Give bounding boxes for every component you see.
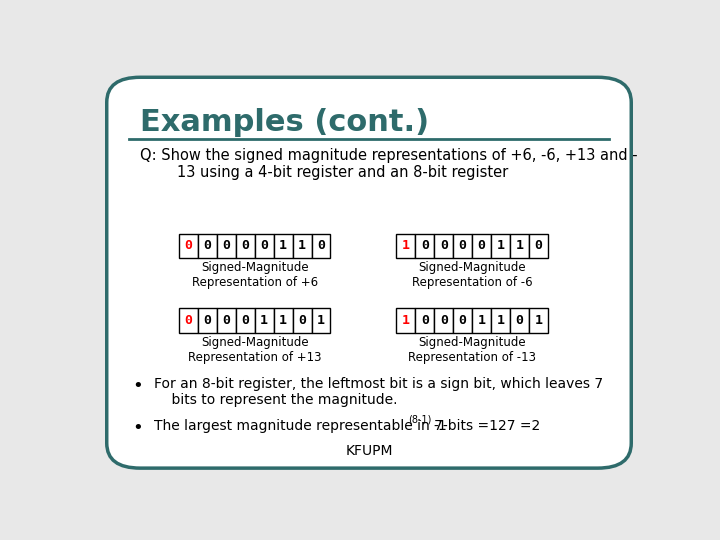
- Text: 0: 0: [440, 239, 448, 252]
- Bar: [510, 308, 529, 333]
- Text: 0: 0: [477, 239, 486, 252]
- Text: 0: 0: [260, 239, 268, 252]
- Bar: [198, 234, 217, 258]
- Bar: [415, 234, 434, 258]
- Text: 0: 0: [222, 239, 230, 252]
- Text: 0: 0: [222, 314, 230, 327]
- Bar: [529, 308, 548, 333]
- Bar: [396, 308, 415, 333]
- Bar: [179, 308, 198, 333]
- Bar: [434, 234, 454, 258]
- Text: 1: 1: [279, 239, 287, 252]
- Bar: [292, 308, 312, 333]
- Text: The largest magnitude representable in 7-bits =127 =2: The largest magnitude representable in 7…: [154, 419, 541, 433]
- Text: 1: 1: [402, 314, 410, 327]
- Text: 0: 0: [535, 239, 543, 252]
- Text: 0: 0: [241, 314, 249, 327]
- Text: 1: 1: [298, 239, 306, 252]
- Text: •: •: [132, 419, 143, 437]
- Text: 0: 0: [184, 239, 192, 252]
- Text: 0: 0: [317, 239, 325, 252]
- Bar: [491, 234, 510, 258]
- Bar: [274, 234, 292, 258]
- Text: 0: 0: [459, 239, 467, 252]
- Text: 1: 1: [260, 314, 268, 327]
- Text: 0: 0: [459, 314, 467, 327]
- Text: 0: 0: [516, 314, 523, 327]
- Bar: [217, 308, 235, 333]
- Text: 0: 0: [298, 314, 306, 327]
- Bar: [454, 308, 472, 333]
- Bar: [312, 234, 330, 258]
- Bar: [198, 308, 217, 333]
- Text: 1: 1: [497, 314, 505, 327]
- Text: Signed-Magnitude
Representation of -6: Signed-Magnitude Representation of -6: [412, 261, 533, 289]
- Bar: [491, 308, 510, 333]
- Text: Signed-Magnitude
Representation of +6: Signed-Magnitude Representation of +6: [192, 261, 318, 289]
- Text: 1: 1: [402, 239, 410, 252]
- Bar: [274, 308, 292, 333]
- Bar: [415, 308, 434, 333]
- Text: 1: 1: [477, 314, 486, 327]
- Text: 0: 0: [203, 239, 211, 252]
- Text: Q: Show the signed magnitude representations of +6, -6, +13 and -: Q: Show the signed magnitude representat…: [140, 148, 638, 163]
- Text: (8-1): (8-1): [408, 414, 431, 424]
- Bar: [312, 308, 330, 333]
- Bar: [472, 234, 491, 258]
- Text: 1: 1: [535, 314, 543, 327]
- Bar: [235, 234, 255, 258]
- Text: 0: 0: [420, 314, 429, 327]
- Text: Signed-Magnitude
Representation of +13: Signed-Magnitude Representation of +13: [188, 336, 321, 364]
- Text: Examples (cont.): Examples (cont.): [140, 109, 429, 138]
- Text: 1: 1: [317, 314, 325, 327]
- Text: For an 8-bit register, the leftmost bit is a sign bit, which leaves 7
    bits t: For an 8-bit register, the leftmost bit …: [154, 377, 603, 407]
- Text: -1: -1: [433, 419, 447, 433]
- Bar: [292, 234, 312, 258]
- Text: 1: 1: [279, 314, 287, 327]
- Bar: [217, 234, 235, 258]
- Bar: [255, 308, 274, 333]
- Text: 1: 1: [516, 239, 523, 252]
- Text: KFUPM: KFUPM: [346, 444, 392, 458]
- Text: 0: 0: [440, 314, 448, 327]
- Bar: [235, 308, 255, 333]
- Bar: [529, 234, 548, 258]
- Text: 0: 0: [184, 314, 192, 327]
- Bar: [434, 308, 454, 333]
- Bar: [396, 234, 415, 258]
- Bar: [510, 234, 529, 258]
- Text: 1: 1: [497, 239, 505, 252]
- FancyBboxPatch shape: [107, 77, 631, 468]
- Bar: [255, 234, 274, 258]
- Text: 0: 0: [241, 239, 249, 252]
- Bar: [472, 308, 491, 333]
- Text: 0: 0: [420, 239, 429, 252]
- Text: 13 using a 4-bit register and an 8-bit register: 13 using a 4-bit register and an 8-bit r…: [140, 165, 508, 180]
- Text: 0: 0: [203, 314, 211, 327]
- Bar: [454, 234, 472, 258]
- Text: •: •: [132, 377, 143, 395]
- Bar: [179, 234, 198, 258]
- Text: Signed-Magnitude
Representation of -13: Signed-Magnitude Representation of -13: [408, 336, 536, 364]
